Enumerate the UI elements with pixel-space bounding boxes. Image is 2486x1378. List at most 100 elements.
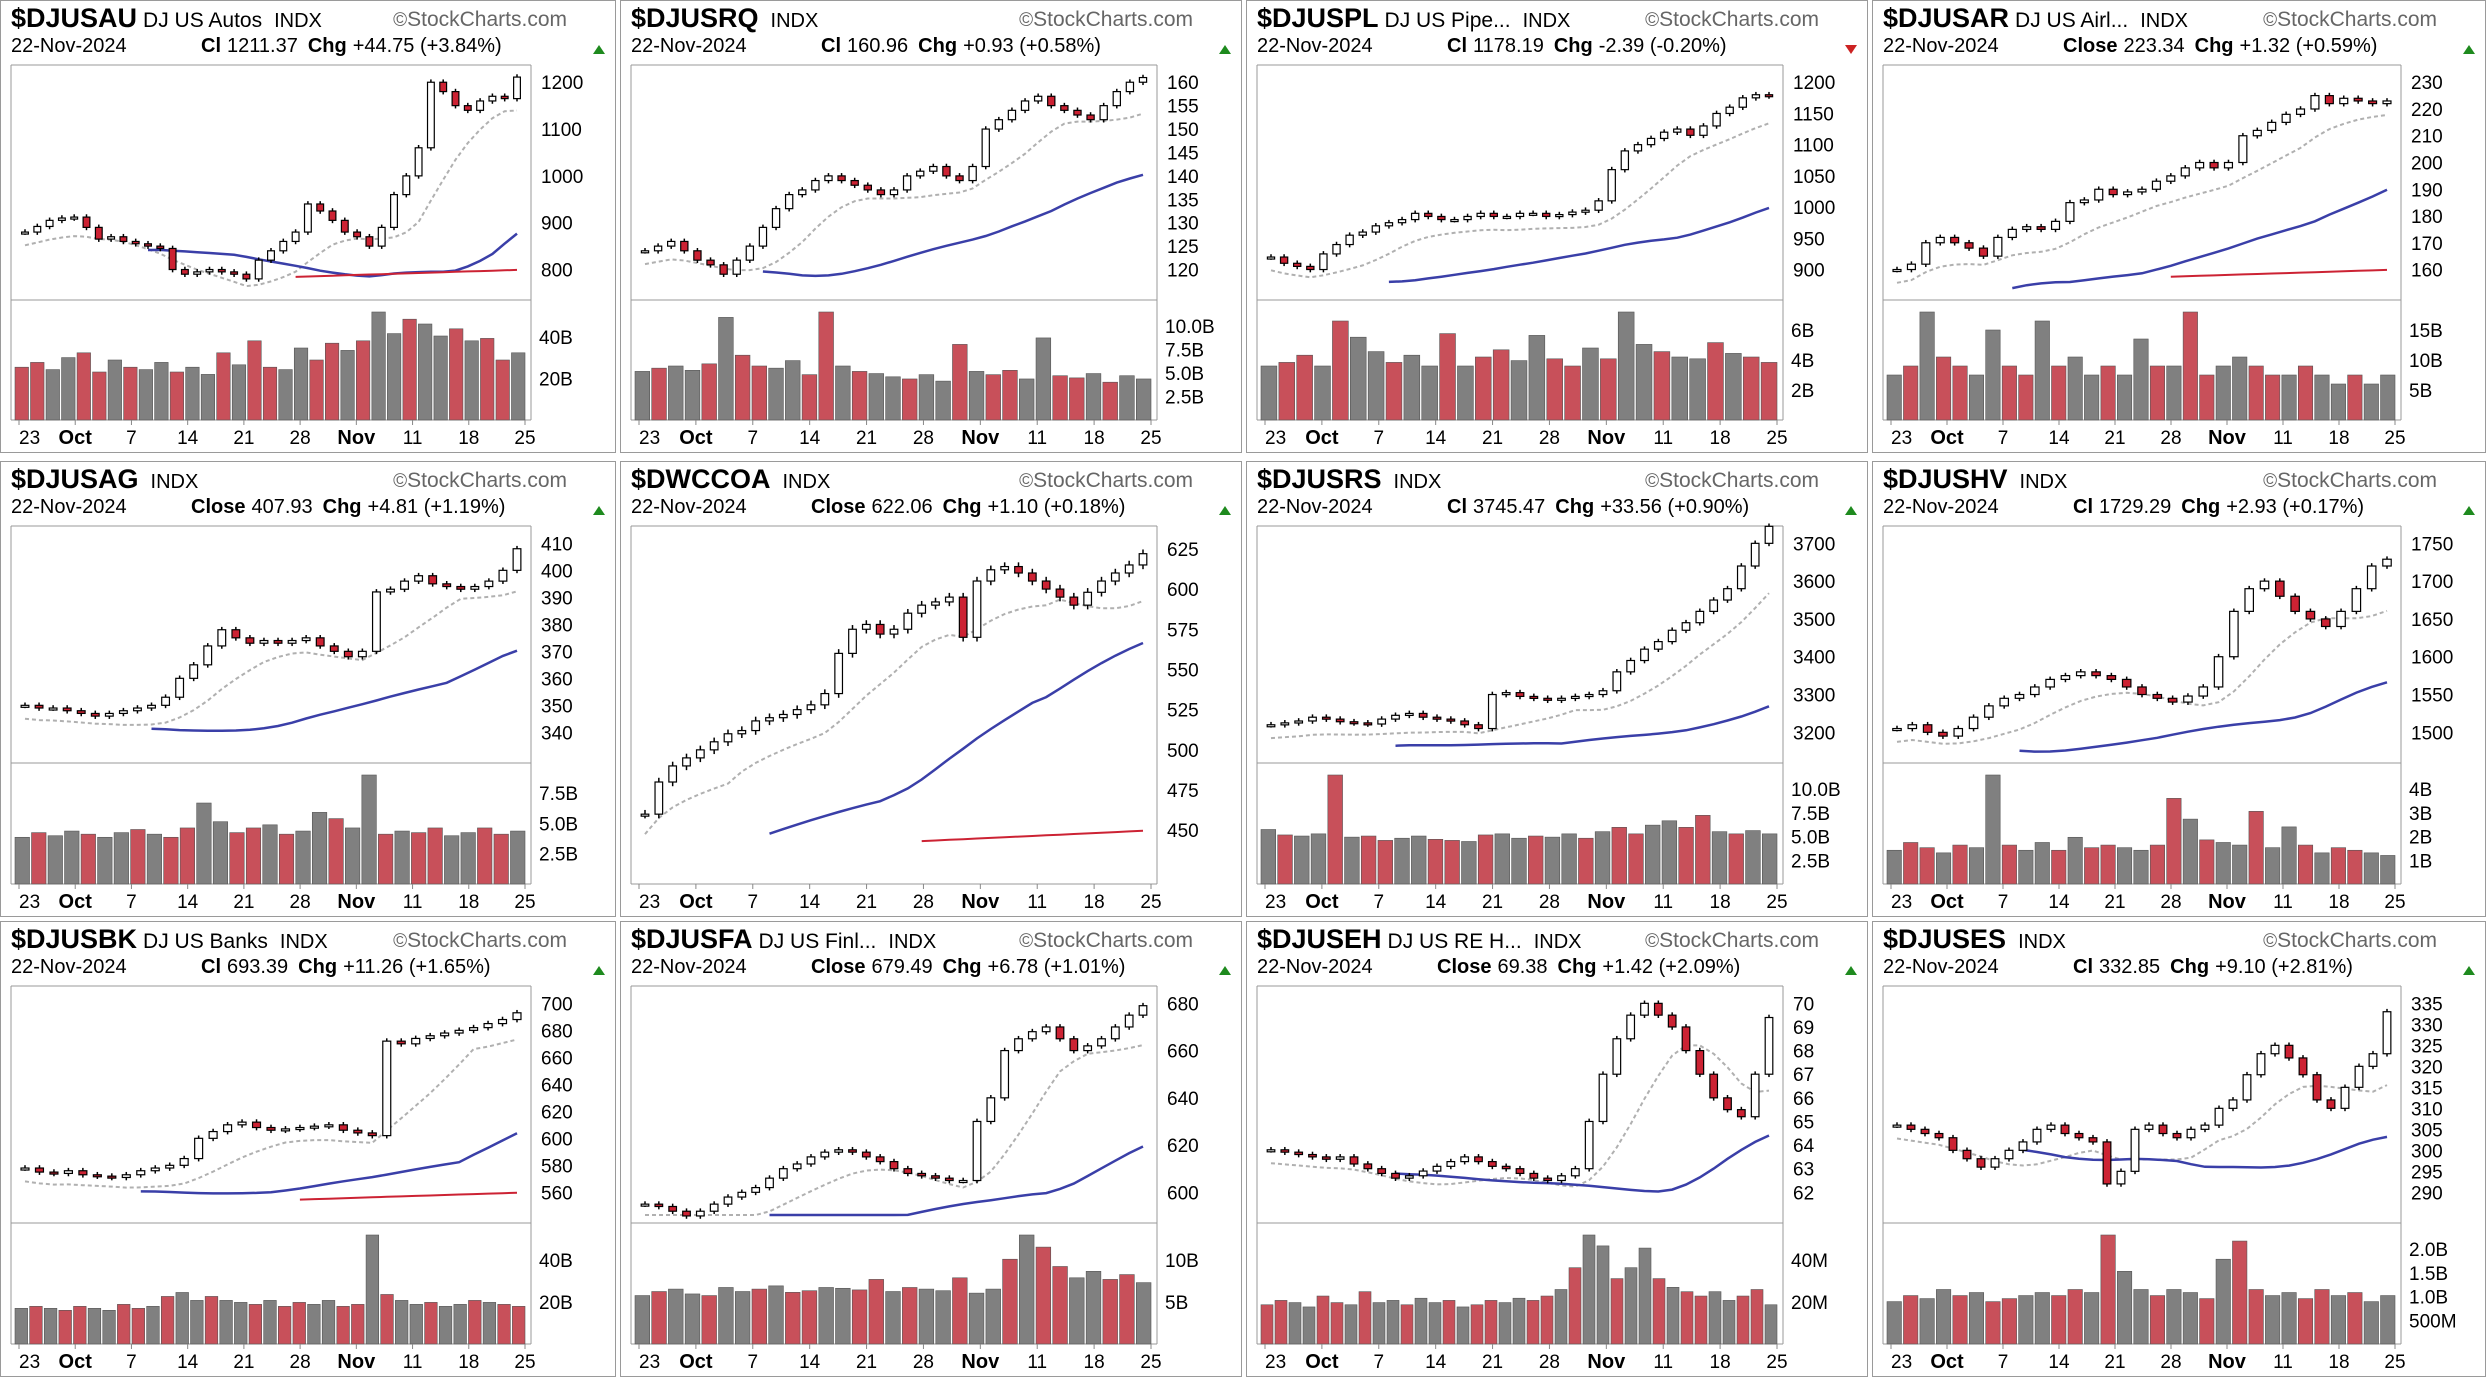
change-value: +0.93 (+0.58%)	[963, 35, 1101, 57]
candle	[916, 170, 925, 177]
volume-bar	[2018, 1295, 2034, 1345]
quote-date: 22-Nov-2024	[1883, 35, 1999, 57]
volume-bar	[1414, 1297, 1428, 1345]
y-tick-label: 315	[2411, 1078, 2443, 1099]
x-tick-label: 23	[1265, 1352, 1286, 1373]
candle	[1069, 1038, 1079, 1052]
volume-bar	[1069, 1277, 1085, 1345]
y-tick-label: 70	[1793, 994, 1814, 1015]
y-tick-label: 1100	[541, 120, 582, 141]
volume-bar	[2248, 1289, 2264, 1345]
volume-bar	[361, 774, 377, 885]
candle	[1673, 128, 1682, 133]
chart-panel-djushv[interactable]: $DJUSHV INDX ©StockCharts.com 22-Nov-2024 Cl…	[1872, 461, 2486, 917]
candle	[1653, 641, 1663, 650]
candle	[668, 765, 678, 783]
volume-bar	[1260, 365, 1278, 421]
chart-panel-djuspl[interactable]: $DJUSPL DJ US Pipe... INDX ©StockCharts.com…	[1246, 0, 1868, 453]
chart-panel-djusfa[interactable]: $DJUSFA DJ US Finl... INDX ©StockCharts.com…	[620, 921, 1242, 1377]
watermark: ©StockCharts.com	[393, 929, 567, 953]
x-tick-label: 7	[1373, 892, 1384, 913]
y-tick-label: 400	[541, 561, 573, 582]
volume-bar	[154, 362, 169, 421]
volume-tick-label: 40M	[1791, 1251, 1828, 1272]
candle	[338, 1124, 348, 1131]
candle	[2295, 108, 2306, 115]
watermark: ©StockCharts.com	[2263, 929, 2437, 953]
candle	[365, 236, 374, 247]
chart-panel-dwccoa[interactable]: $DWCCOA INDX ©StockCharts.com 22-Nov-2024 Cl…	[620, 461, 1242, 917]
x-tick-label: 11	[1027, 428, 1047, 449]
y-tick-label: 290	[2411, 1183, 2443, 1204]
candle	[168, 247, 177, 271]
candle	[654, 1203, 664, 1208]
candle	[1709, 599, 1719, 612]
x-tick-label: Oct	[679, 891, 713, 913]
candle	[2320, 618, 2331, 628]
candle	[640, 813, 650, 817]
candle	[1695, 610, 1705, 624]
volume-bar	[14, 836, 30, 885]
symbol-title: $DJUSAG INDX	[11, 464, 198, 495]
volume-bar	[1052, 1266, 1068, 1345]
volume-bar	[1344, 1304, 1358, 1345]
volume-bar	[418, 323, 433, 421]
x-tick-label: 23	[639, 892, 660, 913]
volume-bar	[1510, 360, 1528, 421]
change-value: +2.93 (+0.17%)	[2226, 496, 2365, 518]
candle	[1397, 218, 1407, 224]
volume-bar	[2297, 365, 2314, 421]
y-tick-label: 3600	[1793, 572, 1835, 593]
x-tick-label: 28	[1539, 892, 1560, 913]
volume-bar	[1666, 1287, 1680, 1345]
chart-panel-djusrq[interactable]: $DJUSRQ INDX ©StockCharts.com 22-Nov-2024 Cl…	[620, 0, 1242, 453]
candle	[400, 580, 410, 590]
symbol-name: DJ US Autos	[143, 9, 263, 32]
candles	[1266, 91, 1774, 273]
candle	[2004, 1149, 2014, 1160]
chart-panel-djuseh[interactable]: $DJUSEH DJ US RE H... INDX ©StockCharts.com…	[1246, 921, 1868, 1377]
x-tick-label: Oct	[59, 891, 93, 913]
candles	[1266, 523, 1774, 732]
chart-panel-djusar[interactable]: $DJUSAR DJ US Airl... INDX ©StockCharts.com…	[1872, 0, 2486, 453]
volume-bar	[2100, 365, 2116, 421]
candle	[1332, 243, 1341, 255]
volume-bar	[651, 367, 667, 421]
x-tick-label: 23	[1891, 892, 1912, 913]
candle	[1410, 212, 1420, 221]
watermark-text: StockCharts.com	[2277, 8, 2437, 31]
candle	[456, 585, 466, 590]
x-tick-label: 25	[514, 1352, 535, 1373]
watermark-text: StockCharts.com	[1659, 469, 1819, 492]
candle	[328, 210, 337, 221]
candle	[682, 1210, 691, 1217]
x-tick-label: Nov	[337, 427, 376, 449]
candle	[193, 271, 202, 275]
chart-panel-djuses[interactable]: $DJUSES INDX ©StockCharts.com 22-Nov-2024 Cl…	[1872, 921, 2486, 1377]
candle	[231, 629, 241, 639]
candle	[2259, 580, 2270, 590]
change-label: Chg	[2194, 35, 2234, 57]
volume-bar	[1386, 1300, 1400, 1345]
chart-panel-djusau[interactable]: $DJUSAU DJ US Autos INDX ©StockCharts.com 22…	[0, 0, 616, 453]
candle	[1358, 231, 1367, 236]
volume-bar	[2330, 1295, 2346, 1345]
volume-tick-label: 10.0B	[1165, 317, 1215, 338]
volume-bar	[371, 311, 386, 421]
candle	[251, 1121, 262, 1129]
chart-panel-djusrs[interactable]: $DJUSRS INDX ©StockCharts.com 22-Nov-2024 Cl…	[1246, 461, 1868, 917]
y-tick-label: 1750	[2411, 534, 2453, 555]
volume-bar	[1985, 1301, 2001, 1345]
x-tick-label: 11	[2273, 1352, 2293, 1373]
volume-tick-label: 5.0B	[1791, 828, 1830, 849]
x-tick-label: 28	[1539, 428, 1560, 449]
y-tick-label: 1100	[1793, 136, 1834, 157]
y-tick-label: 145	[1167, 143, 1199, 164]
chart-panel-djusag[interactable]: $DJUSAG INDX ©StockCharts.com 22-Nov-2024 Cl…	[0, 461, 616, 917]
candle	[1723, 588, 1732, 601]
x-tick-label: Nov	[2208, 1351, 2247, 1373]
x-tick-label: 11	[1027, 1352, 1047, 1373]
volume-bar	[14, 1308, 28, 1345]
chart-panel-djusbk[interactable]: $DJUSBK DJ US Banks INDX ©StockCharts.com 22…	[0, 921, 616, 1377]
price-value: 622.06	[871, 496, 933, 518]
